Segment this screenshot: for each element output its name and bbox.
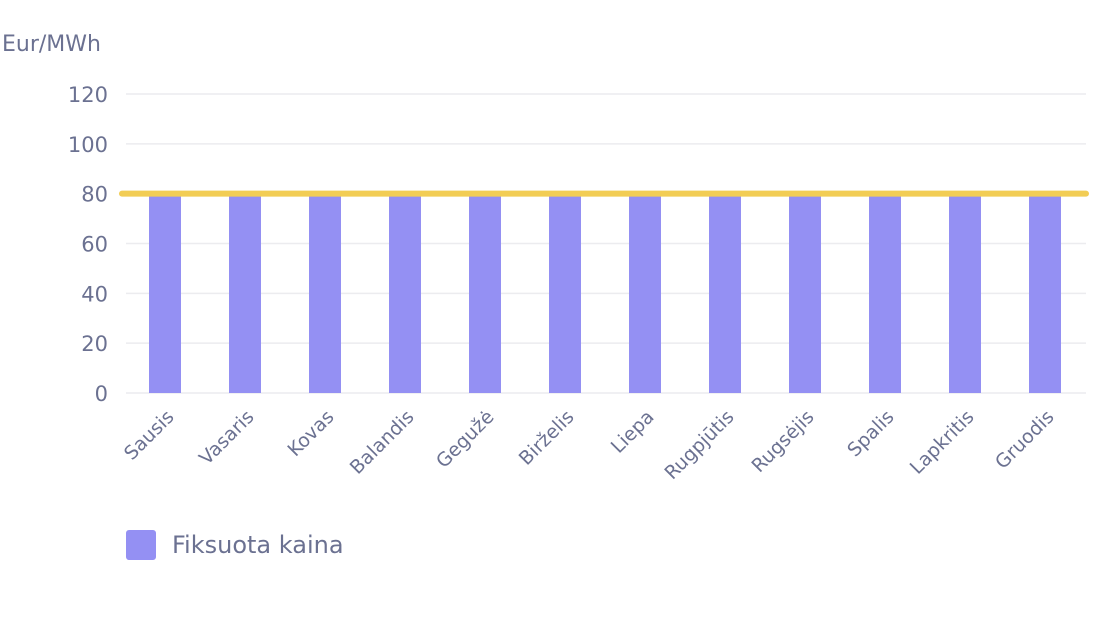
bar-3 xyxy=(309,193,341,393)
y-tick-label-60: 60 xyxy=(81,233,108,257)
bar-11 xyxy=(949,193,981,393)
y-tick-label-80: 80 xyxy=(81,183,108,207)
x-tick-label-7: Liepa xyxy=(607,406,659,458)
bar-9 xyxy=(789,193,821,393)
x-tick-label-3: Kovas xyxy=(283,406,338,461)
bar-8 xyxy=(709,193,741,393)
y-tick-label-20: 20 xyxy=(81,332,108,356)
bar-7 xyxy=(629,193,661,393)
y-tick-label-0: 0 xyxy=(95,382,108,406)
y-tick-label-120: 120 xyxy=(68,83,108,107)
x-tick-label-2: Vasaris xyxy=(195,406,258,469)
x-tick-label-11: Lapkritis xyxy=(906,406,979,479)
x-tick-label-6: Birželis xyxy=(515,406,579,470)
y-tick-label-100: 100 xyxy=(68,133,108,157)
legend[interactable]: Fiksuota kaina xyxy=(126,530,344,560)
bar-5 xyxy=(469,193,501,393)
legend-label: Fiksuota kaina xyxy=(172,531,344,559)
x-tick-label-10: Spalis xyxy=(843,406,898,461)
bar-10 xyxy=(869,193,901,393)
y-axis-unit-label: Eur/MWh xyxy=(2,32,101,57)
bar-1 xyxy=(149,193,181,393)
x-tick-label-9: Rugsėjis xyxy=(747,406,818,477)
legend-swatch xyxy=(126,530,156,560)
x-tick-label-1: Sausis xyxy=(120,406,179,465)
bar-2 xyxy=(229,193,261,393)
x-tick-label-12: Gruodis xyxy=(991,406,1058,473)
bar-12 xyxy=(1029,193,1061,393)
x-tick-label-4: Balandis xyxy=(346,406,419,479)
y-tick-label-40: 40 xyxy=(81,282,108,306)
bar-6 xyxy=(549,193,581,393)
x-tick-label-5: Gegužė xyxy=(432,406,499,473)
bar-4 xyxy=(389,193,421,393)
x-tick-label-8: Rugpjūtis xyxy=(660,406,738,484)
